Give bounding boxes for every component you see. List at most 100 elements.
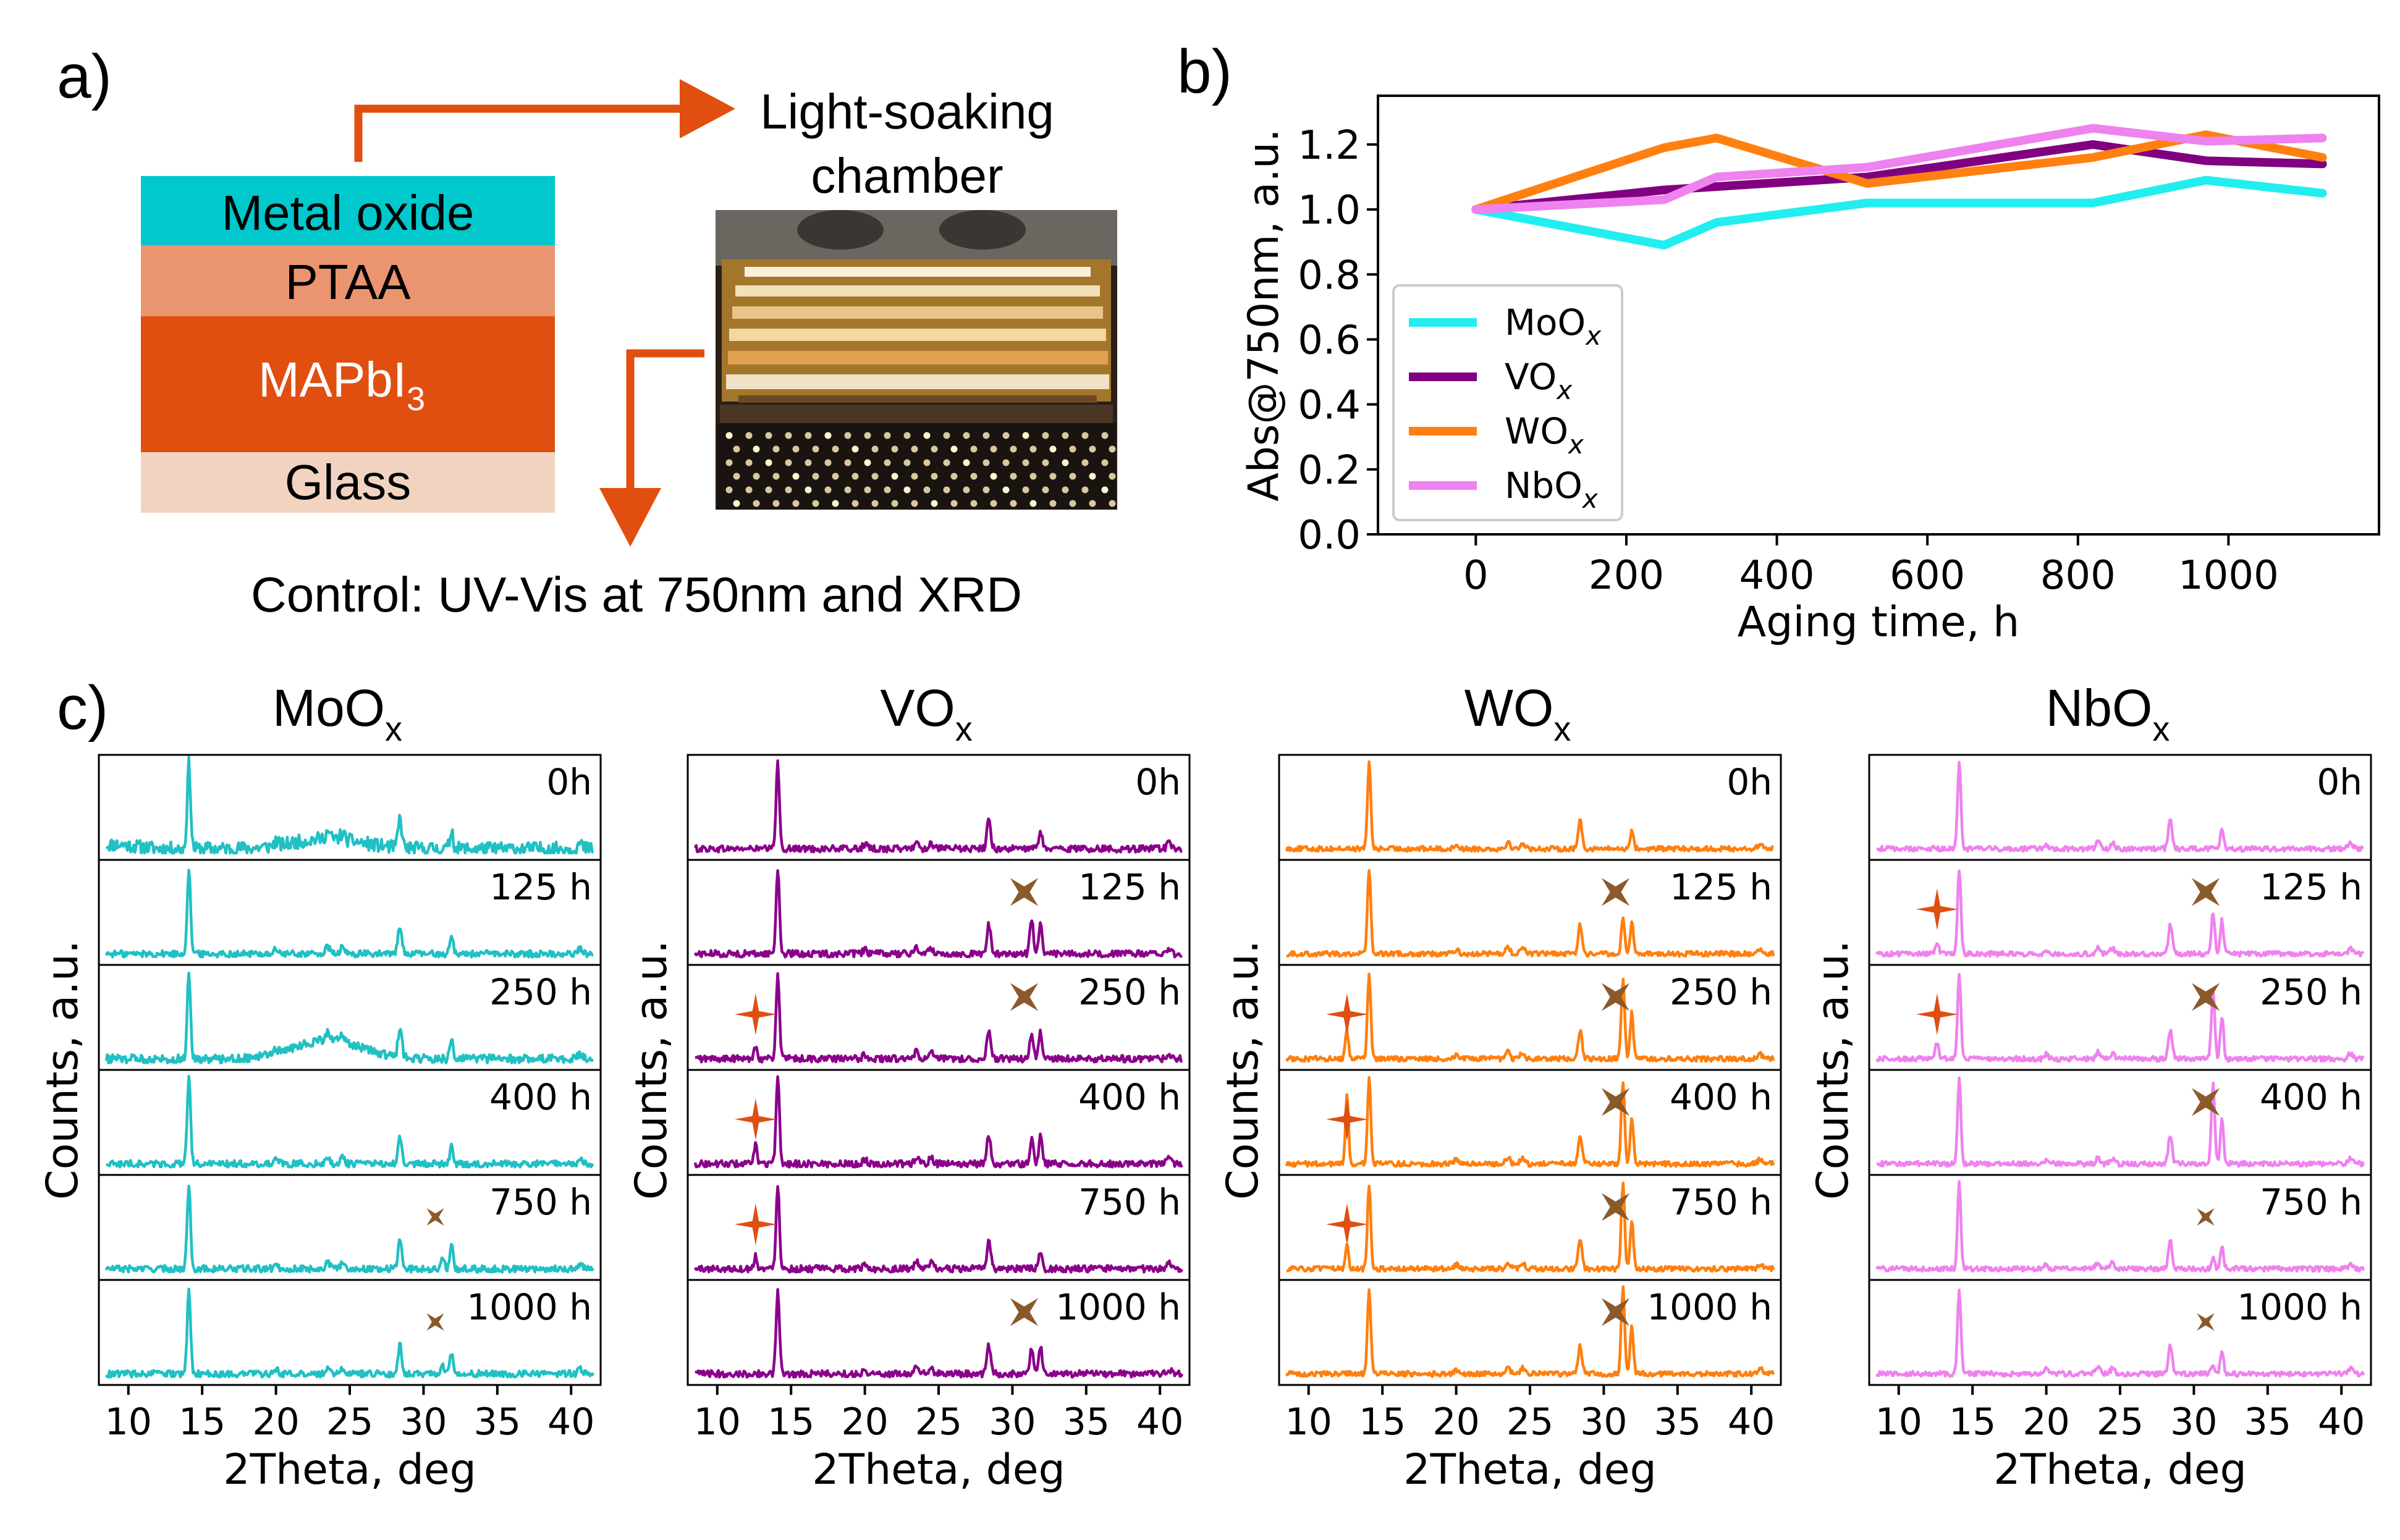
xrd-time-label: 1000 h <box>1647 1286 1772 1328</box>
xrd-time-label: 0h <box>2317 761 2362 803</box>
photo-hole <box>824 459 832 466</box>
abs-ytick-label: 0.2 <box>1298 448 1361 494</box>
abs-ytick-label: 0.0 <box>1298 513 1361 558</box>
xrd-xtick-label: 40 <box>1728 1400 1775 1444</box>
pbi2-star-marker-icon <box>1325 993 1368 1035</box>
photo-hole <box>1029 473 1037 480</box>
xrd-xlabel: 2Theta, deg <box>223 1445 476 1494</box>
xrd-xtick-label: 35 <box>1654 1400 1701 1444</box>
xrd-xlabel: 2Theta, deg <box>812 1445 1065 1494</box>
panel-a-schematic: a) Metal oxide PTAA MAPbI3 Glass Light-s… <box>57 42 1117 622</box>
xrd-title-name: MoO <box>273 679 385 737</box>
xrd-pattern-line <box>1875 1180 2365 1273</box>
xrd-column-title: WOx <box>1464 679 1571 748</box>
photo-hole <box>844 486 851 494</box>
pbi2-star-marker-icon <box>1325 1203 1368 1245</box>
xrd-xtick-label: 10 <box>694 1400 741 1444</box>
photo-hole <box>753 473 760 480</box>
photo-hole <box>733 473 740 480</box>
xrd-time-label: 250 h <box>489 971 592 1013</box>
layer-label-ptaa: PTAA <box>285 255 411 309</box>
legend-name: NbO <box>1505 465 1582 507</box>
photo-hole <box>765 459 772 466</box>
arrow-head-right-icon <box>680 79 735 138</box>
photo-hole <box>785 486 792 494</box>
xrd-pattern-line <box>1876 760 2364 853</box>
xrd-time-label: 0h <box>1726 761 1772 803</box>
phase-x-marker-icon <box>2197 1313 2215 1331</box>
xrd-pattern-line <box>1285 972 1775 1063</box>
photo-hole <box>970 445 978 453</box>
photo-hole <box>844 432 851 439</box>
phase-x-marker-icon <box>2197 1208 2215 1226</box>
photo-hole <box>1029 500 1037 507</box>
layer-ptaa <box>141 245 555 316</box>
xrd-time-label: 750 h <box>489 1181 592 1223</box>
xrd-xtick-label: 15 <box>1359 1400 1406 1444</box>
photo-hole <box>931 445 938 453</box>
xrd-xtick-label: 15 <box>1949 1400 1996 1444</box>
photo-hole <box>990 445 997 453</box>
photo-hole <box>950 445 958 453</box>
abs-xtick-label: 600 <box>1890 553 1965 599</box>
photo-hole <box>1081 486 1089 494</box>
xrd-column-wox: WOx 0h 125 h 250 h 400 h 750 h 1000 h 10 15 20 25 3… <box>1217 679 1782 1494</box>
pbi2-star-marker-icon <box>734 1098 777 1140</box>
photo-hole <box>753 500 760 507</box>
abs-legend-label: VOx <box>1505 356 1573 405</box>
photo-hole <box>891 500 898 507</box>
xrd-pattern-line <box>1285 1285 1775 1378</box>
xrd-pattern-line <box>105 755 594 855</box>
photo-hole <box>891 445 898 453</box>
panel-b-absorbance-chart: b) 0 200 400 600 800 1000 0.0 0.2 0.4 0.6 0.8 1.0 1.… <box>1177 37 2380 647</box>
legend-name: MoO <box>1505 301 1586 343</box>
photo-hole <box>725 432 733 439</box>
photo-hole <box>1062 459 1069 466</box>
xrd-xtick-label: 40 <box>1136 1400 1183 1444</box>
phase-x-marker-icon <box>426 1208 444 1226</box>
photo-hole <box>1049 473 1057 480</box>
xrd-xtick-label: 15 <box>767 1400 814 1444</box>
xrd-pattern-line <box>1876 1076 2365 1168</box>
xrd-pattern-line <box>1285 1075 1775 1168</box>
legend-name: VO <box>1505 356 1557 398</box>
photo-hole <box>1069 473 1076 480</box>
xrd-time-label: 125 h <box>1670 866 1772 908</box>
photo-hole <box>785 459 792 466</box>
xrd-time-label: 1000 h <box>467 1286 592 1328</box>
photo-hole <box>970 473 978 480</box>
photo-hole <box>785 432 792 439</box>
photo-hole <box>1022 432 1029 439</box>
xrd-xtick-label: 25 <box>2097 1400 2144 1444</box>
photo-hole <box>745 459 753 466</box>
photo-hole <box>1049 500 1057 507</box>
abs-xtick-label: 1000 <box>2178 553 2279 599</box>
photo-hole <box>1089 473 1096 480</box>
photo-hole <box>891 473 898 480</box>
xrd-title-name: VO <box>880 679 955 737</box>
phase-x-marker-icon <box>1601 983 1630 1011</box>
xrd-xtick-label: 30 <box>989 1400 1036 1444</box>
photo-hole <box>1002 432 1010 439</box>
abs-xtick-label: 0 <box>1463 553 1489 599</box>
abs-xtick-label: 200 <box>1589 553 1664 599</box>
xrd-xtick-label: 20 <box>252 1400 299 1444</box>
photo-hole <box>1002 459 1010 466</box>
xrd-title-sub: x <box>2152 709 2170 748</box>
photo-hole <box>1109 445 1116 453</box>
xrd-title-sub: x <box>1553 709 1571 748</box>
photo-hole <box>1109 500 1116 507</box>
photo-hole <box>911 500 918 507</box>
photo-hole <box>982 486 990 494</box>
photo-hole <box>824 432 832 439</box>
photo-hole <box>864 459 871 466</box>
panel-label-c: c) <box>57 673 108 743</box>
photo-hole <box>982 459 990 466</box>
phase-x-marker-icon <box>1601 1193 1630 1221</box>
arrow-to-control-icon <box>626 349 704 488</box>
photo-hole <box>1089 500 1096 507</box>
xrd-time-label: 0h <box>1135 761 1181 803</box>
xrd-time-label: 250 h <box>1078 971 1181 1013</box>
photo-hole <box>1081 432 1089 439</box>
photo-hole <box>903 432 911 439</box>
